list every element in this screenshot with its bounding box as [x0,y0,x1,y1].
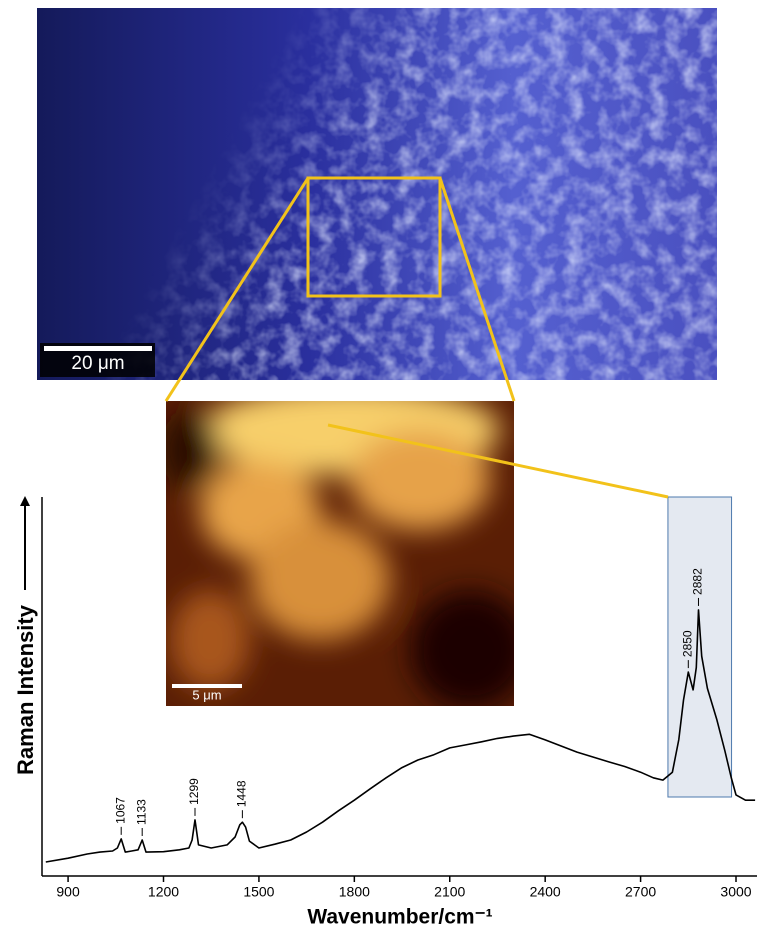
scale-bar-label: 20 μm [71,353,124,374]
scale-bar [44,346,152,351]
map-scale-label: 5 μm [192,687,221,702]
peak-label: 1299 [187,778,201,805]
peak-label: 1067 [113,797,127,824]
x-tick-label: 3000 [720,884,751,900]
y-axis-label: Raman Intensity [13,604,38,775]
x-tick-label: 1500 [243,884,274,900]
x-tick-label: 1200 [148,884,179,900]
highlight-box [668,497,732,797]
x-tick-label: 1800 [339,884,370,900]
x-axis-label: Wavenumber/cm⁻¹ [307,906,492,929]
x-tick-label: 2700 [625,884,656,900]
peak-label: 1448 [235,780,249,807]
raman-map [160,385,530,710]
page: {"micrograph": {"scale_bar": "20 μm"}, "… [0,0,762,947]
figure: 20 μm 5 μm Raman Intensity Wavenumber/cm… [0,0,762,947]
y-arrow-head [20,496,30,506]
micrograph-texture [37,8,717,380]
x-tick-label: 900 [56,884,80,900]
x-tick-label: 2100 [434,884,465,900]
peak-label: 1133 [134,799,148,825]
peak-label: 2882 [691,568,705,595]
x-tick-label: 2400 [530,884,561,900]
peak-label: 2850 [680,630,694,657]
